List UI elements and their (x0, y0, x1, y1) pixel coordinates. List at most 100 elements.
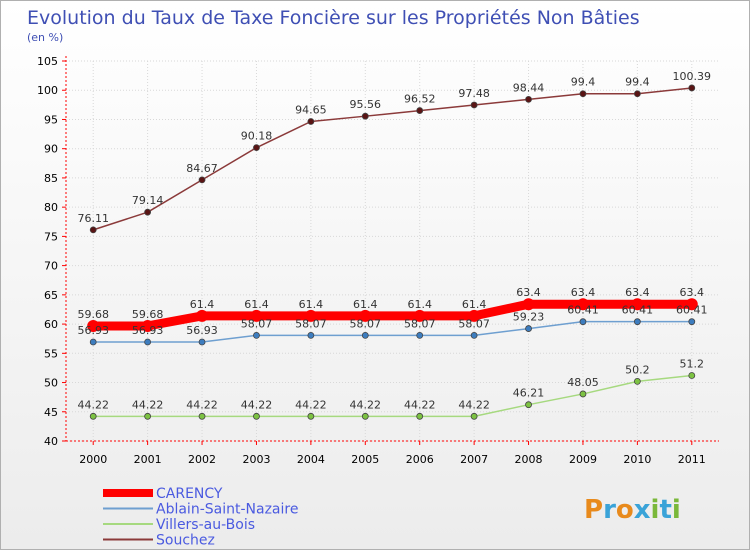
logo-letter: i (672, 495, 681, 525)
data-label: 94.65 (295, 104, 327, 117)
data-point (198, 338, 206, 346)
data-label: 50.2 (625, 363, 650, 376)
data-label: 44.22 (404, 398, 436, 411)
data-labels: 76.11 79.14 84.67 90.18 94.65 95.56 96.52 97.48… (77, 70, 711, 411)
data-point (685, 298, 698, 311)
data-label: 56.93 (132, 324, 164, 337)
logo-text: Proxiti (584, 495, 681, 525)
y-tick-label: 65 (44, 289, 58, 302)
y-tick-label: 60 (44, 318, 58, 331)
data-label: 56.93 (186, 324, 218, 337)
data-point (633, 318, 641, 326)
x-tick-label: 2002 (188, 453, 216, 466)
data-label: 48.05 (567, 376, 599, 389)
x-tick-label: 2005 (351, 453, 379, 466)
data-label: 44.22 (77, 398, 109, 411)
data-label: 96.52 (404, 93, 436, 106)
data-point (196, 309, 209, 322)
data-point (87, 319, 100, 332)
x-tick-label: 2009 (569, 453, 597, 466)
data-point (688, 372, 696, 379)
data-point (416, 412, 424, 420)
data-label: 76.11 (77, 212, 109, 225)
data-label: 63.4 (516, 286, 541, 299)
y-tick-label: 100 (37, 84, 58, 97)
data-point (198, 412, 206, 420)
plot-area (65, 56, 719, 442)
data-point (253, 412, 260, 420)
data-label: 90.18 (241, 130, 273, 143)
chart-title: Evolution du Taux de Taxe Foncière sur l… (27, 7, 640, 29)
data-point (198, 176, 206, 184)
y-tick-label: 105 (37, 55, 58, 68)
legend-label: Villers-au-Bois (156, 517, 255, 533)
data-point (416, 107, 424, 114)
y-tick-label: 75 (44, 230, 58, 243)
series-line-Souchez (92, 87, 692, 231)
data-label: 56.93 (77, 324, 109, 337)
data-point (89, 338, 97, 346)
data-label: 51.2 (680, 358, 705, 371)
series-line-Ablain-Saint-Nazaire (93, 320, 692, 343)
data-label: 44.22 (458, 398, 490, 411)
data-point (361, 112, 369, 120)
data-point (361, 331, 369, 339)
data-label: 59.68 (132, 308, 164, 321)
data-label: 61.4 (190, 298, 215, 311)
legend-label: CARENCY (156, 486, 223, 502)
x-tick-label: 2007 (460, 453, 488, 466)
data-label: 61.4 (353, 298, 378, 311)
data-label: 44.22 (132, 398, 164, 411)
data-label: 59.68 (77, 308, 109, 321)
logo-letter: o (616, 495, 634, 525)
x-tick-label: 2001 (134, 453, 162, 466)
data-point (522, 298, 535, 311)
x-tick-label: 2004 (297, 453, 325, 466)
data-point (579, 90, 587, 98)
data-label: 44.22 (350, 398, 382, 411)
data-label: 58.07 (458, 317, 490, 330)
data-label: 99.4 (625, 76, 650, 89)
data-point (307, 118, 315, 125)
data-label: 61.4 (407, 298, 432, 311)
y-tick-label: 80 (44, 201, 58, 214)
data-point (470, 331, 478, 339)
data-point (144, 412, 152, 420)
data-point (361, 412, 369, 420)
data-label: 61.4 (299, 298, 324, 311)
data-point (253, 331, 260, 339)
data-label: 98.44 (513, 81, 545, 94)
y-tick-label: 85 (44, 172, 58, 185)
data-label: 99.4 (571, 76, 596, 89)
logo-letter: i (651, 495, 660, 525)
data-label: 44.22 (186, 398, 218, 411)
y-tick-label: 55 (44, 347, 58, 360)
data-point (253, 144, 260, 152)
data-point (470, 412, 478, 420)
data-label: 95.56 (350, 98, 382, 111)
data-label: 58.07 (404, 317, 436, 330)
data-label: 63.4 (680, 286, 705, 299)
x-tick-label: 2000 (79, 453, 107, 466)
x-tick-label: 2006 (406, 453, 434, 466)
data-label: 46.21 (513, 387, 545, 400)
series-line-Villers-au-Bois (93, 374, 692, 418)
data-point (144, 338, 152, 346)
logo-letter: P (584, 495, 603, 525)
data-point (633, 377, 641, 385)
data-point (141, 319, 154, 332)
y-tick-label: 50 (44, 377, 58, 390)
x-axis: 2000 2001 2002 2003 2004 2005 2006 2007 2008 2009… (79, 441, 706, 466)
x-tick-label: 2008 (515, 453, 543, 466)
data-label: 60.41 (622, 304, 654, 317)
data-label: 60.41 (676, 304, 708, 317)
x-tick-label: 2011 (678, 453, 706, 466)
data-point (359, 309, 372, 322)
data-point (631, 298, 644, 311)
data-label: 61.4 (244, 298, 269, 311)
data-point (144, 208, 152, 216)
y-tick-label: 40 (44, 435, 58, 448)
data-point (579, 318, 587, 326)
y-tick-label: 90 (44, 143, 58, 156)
data-label: 59.23 (513, 311, 545, 324)
